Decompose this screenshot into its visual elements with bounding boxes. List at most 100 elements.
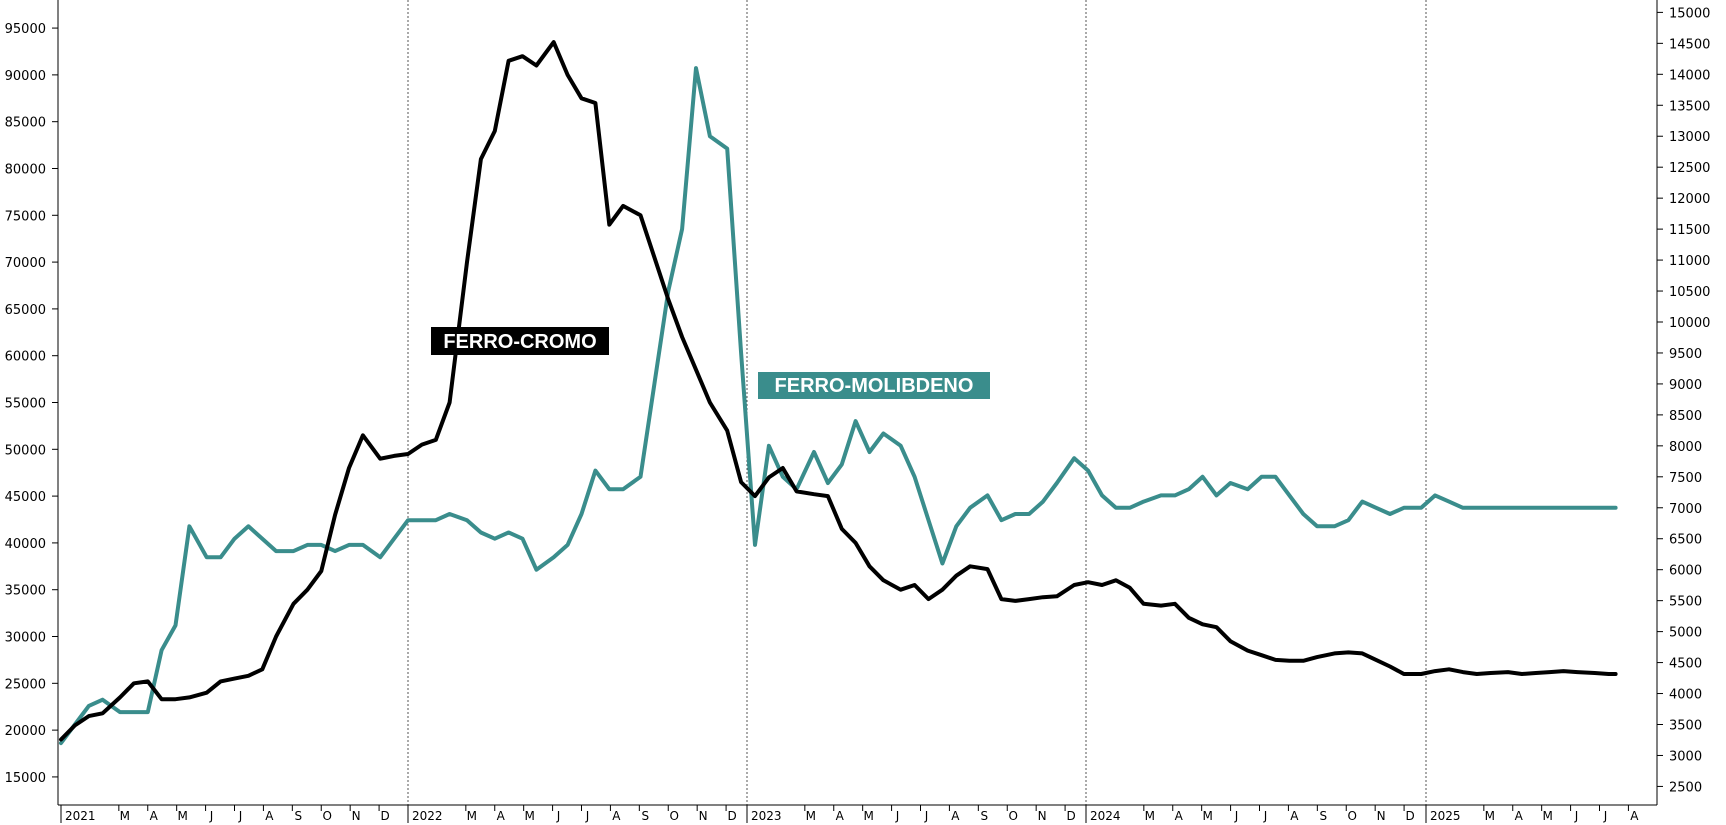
right-tick-label: 14000 [1669,68,1710,83]
month-tick-label: M [1202,809,1212,823]
month-tick-label: A [497,809,506,823]
right-tick-label: 11000 [1669,254,1710,269]
series-line-ferro-cromo [59,40,1618,742]
right-tick-label: 13500 [1669,99,1710,114]
year-tick-label: 2025 [1430,809,1461,823]
right-tick-label: 11500 [1669,223,1710,238]
month-tick-label: A [1290,809,1299,823]
left-tick-label: 25000 [5,677,46,692]
right-tick-label: 6500 [1669,533,1702,548]
x-axis-ticks: 2021 M A M J J A S O N D 2022 M A M J J A S O N D 2023 M A M J J A S O… [60,805,1639,823]
left-tick-label: 85000 [5,116,46,131]
month-tick-label: A [612,809,621,823]
month-tick-label: J [895,809,900,823]
month-tick-label: O [670,809,679,823]
left-tick-label: 30000 [5,631,46,646]
left-tick-label: 75000 [5,209,46,224]
month-tick-label: M [120,809,130,823]
right-tick-label: 7500 [1669,471,1702,486]
month-tick-label: J [209,809,214,823]
month-tick-label: N [1038,809,1047,823]
right-tick-label: 3500 [1669,719,1702,734]
month-tick-label: J [238,809,243,823]
left-tick-label: 95000 [5,22,46,37]
month-tick-label: M [863,809,873,823]
month-tick-label: A [150,809,159,823]
right-tick-label: 8000 [1669,440,1702,455]
left-tick-label: 65000 [5,303,46,318]
left-tick-label: 80000 [5,162,46,177]
year-tick-label: 2022 [412,809,443,823]
right-tick-label: 5500 [1669,595,1702,610]
month-tick-label: M [1542,809,1552,823]
right-tick-label: 10000 [1669,316,1710,331]
month-tick-label: A [265,809,274,823]
month-tick-label: S [1320,809,1328,823]
month-tick-label: A [1175,809,1184,823]
right-tick-label: 8500 [1669,409,1702,424]
left-axis-ticks: 15000 20000 25000 30000 35000 40000 45000 50000… [5,22,58,786]
right-tick-label: 14500 [1669,37,1710,52]
month-tick-label: A [1630,809,1639,823]
month-tick-label: A [1515,809,1524,823]
series-label-ferro-cromo-box [431,327,609,355]
right-tick-label: 9000 [1669,378,1702,393]
right-axis-ticks: 2500 3000 3500 4000 4500 5000 5500 6000 6500 7000… [1657,6,1710,795]
right-tick-label: 12000 [1669,192,1710,207]
month-tick-label: S [295,809,303,823]
month-tick-label: N [699,809,708,823]
month-tick-label: J [1234,809,1239,823]
right-tick-label: 9500 [1669,347,1702,362]
series-label-ferro-molibdeno-text: FERRO-MOLIBDENO [775,375,974,397]
year-tick-label: 2021 [65,809,96,823]
month-tick-label: J [556,809,561,823]
right-tick-label: 4500 [1669,657,1702,672]
series-lines [59,40,1618,746]
left-tick-label: 15000 [5,771,46,786]
month-tick-label: N [352,809,361,823]
right-tick-label: 5000 [1669,626,1702,641]
left-tick-label: 20000 [5,724,46,739]
month-tick-label: M [1485,809,1495,823]
series-label-ferro-molibdeno: FERRO-MOLIBDENO [758,372,990,399]
month-tick-label: M [806,809,816,823]
right-tick-label: 2500 [1669,780,1702,795]
month-tick-label: N [1377,809,1386,823]
month-tick-label: S [642,809,650,823]
right-tick-label: 13000 [1669,130,1710,145]
right-tick-label: 4000 [1669,688,1702,703]
month-tick-label: O [323,809,332,823]
month-tick-label: J [924,809,929,823]
month-tick-label: J [1263,809,1268,823]
right-tick-label: 12500 [1669,161,1710,176]
right-tick-label: 15000 [1669,6,1710,21]
month-tick-label: M [524,809,534,823]
right-tick-label: 6000 [1669,564,1702,579]
month-tick-label: M [467,809,477,823]
month-tick-label: M [1145,809,1155,823]
right-tick-label: 10500 [1669,285,1710,300]
month-tick-label: A [951,809,960,823]
series-label-ferro-molibdeno-box [758,372,990,399]
right-tick-label: 3000 [1669,749,1702,764]
month-tick-label: A [836,809,845,823]
year-tick-label: 2024 [1090,809,1121,823]
month-tick-label: S [981,809,989,823]
right-tick-label: 7000 [1669,502,1702,517]
left-tick-label: 35000 [5,584,46,599]
month-tick-label: D [1066,809,1075,823]
left-tick-label: 45000 [5,490,46,505]
series-label-ferro-cromo-text: FERRO-CROMO [443,331,596,353]
left-tick-label: 50000 [5,443,46,458]
left-tick-label: 60000 [5,350,46,365]
month-tick-label: M [177,809,187,823]
month-tick-label: O [1348,809,1357,823]
month-tick-label: J [1603,809,1608,823]
month-tick-label: J [585,809,590,823]
month-tick-label: D [380,809,389,823]
left-tick-label: 70000 [5,256,46,271]
month-tick-label: O [1009,809,1018,823]
series-label-ferro-cromo: FERRO-CROMO [431,327,609,355]
